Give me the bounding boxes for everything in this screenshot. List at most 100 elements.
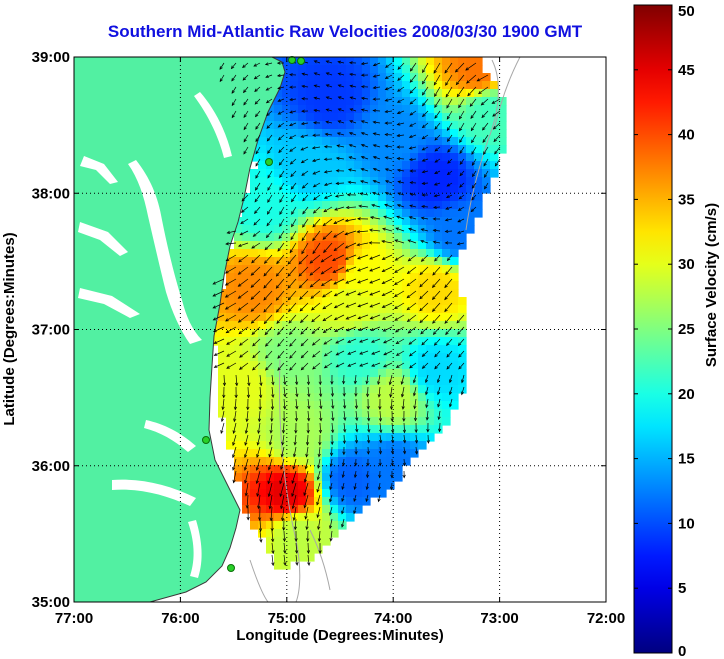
velocity-cell [346,233,355,242]
velocity-cell [242,345,251,354]
velocity-arrow [344,230,357,236]
velocity-arrow [476,74,489,82]
velocity-cell [242,329,251,338]
velocity-cell [234,465,243,474]
velocity-cell [298,161,307,170]
velocity-cell [242,225,251,234]
velocity-arrow [355,410,359,422]
velocity-arrow [433,338,441,346]
velocity-cell [330,425,339,434]
velocity-cell [274,505,283,514]
velocity-cell [266,513,275,522]
velocity-arrow [335,362,345,368]
velocity-arrow [446,362,453,370]
velocity-arrow [359,338,369,343]
velocity-cell [354,89,363,98]
velocity-cell [354,417,363,426]
velocity-cell [370,401,379,410]
velocity-arrow [252,230,261,237]
velocity-cell [362,169,371,178]
velocity-cell [258,217,267,226]
velocity-cell [418,273,427,282]
velocity-cell [442,249,451,258]
velocity-cell [418,353,427,362]
velocity-cell [322,273,331,282]
velocity-cell [314,145,323,154]
velocity-cell [378,273,387,282]
velocity-cell [426,161,435,170]
velocity-cell [314,489,323,498]
velocity-cell [266,209,275,218]
velocity-arrow [277,326,285,336]
velocity-cell [458,329,467,338]
velocity-cell [306,169,315,178]
velocity-cell [426,113,435,122]
velocity-cell [482,113,491,122]
velocity-cell [362,433,371,442]
velocity-cell [466,73,475,82]
velocity-cell [362,201,371,210]
velocity-cell [298,121,307,130]
velocity-cell [290,329,299,338]
velocity-cell [306,377,315,386]
velocity-cell [330,281,339,290]
velocity-cell [250,377,259,386]
velocity-cell [306,241,315,250]
velocity-cell [450,105,459,114]
velocity-cell [298,425,307,434]
velocity-cell [274,161,283,170]
velocity-cell [418,409,427,418]
velocity-arrow [432,266,441,276]
velocity-cell [426,225,435,234]
velocity-cell [298,169,307,178]
velocity-arrow [312,158,321,162]
velocity-cell [226,345,235,354]
velocity-arrow [366,398,370,410]
velocity-arrow [396,168,405,172]
velocity-cell [418,249,427,258]
velocity-arrow [365,374,369,385]
velocity-cell [370,73,379,82]
velocity-cell [386,193,395,202]
velocity-cell [298,89,307,98]
velocity-cell [466,145,475,154]
velocity-cell [274,153,283,162]
velocity-arrow [359,362,369,367]
velocity-arrow [335,181,345,185]
velocity-cell [242,273,251,282]
velocity-cell [330,441,339,450]
velocity-arrow [320,278,333,287]
velocity-cell [242,209,251,218]
velocity-cell [450,353,459,362]
velocity-arrow [381,266,393,272]
velocity-cell [250,417,259,426]
velocity-cell [370,385,379,394]
velocity-cell [386,225,395,234]
velocity-arrow [360,85,369,89]
velocity-arrow [328,506,333,516]
velocity-arrow [434,122,441,130]
velocity-arrow [433,74,441,86]
velocity-arrow [421,146,429,151]
velocity-arrow [420,239,429,244]
velocity-cell [410,201,419,210]
velocity-cell [450,137,459,146]
velocity-cell [434,345,443,354]
velocity-cell [226,249,235,258]
velocity-cell [306,121,315,130]
velocity-arrow [280,446,285,458]
velocity-cell [322,497,331,506]
velocity-cell [226,281,235,290]
bathymetry-contours [249,57,521,602]
velocity-cell [442,273,451,282]
velocity-cell [258,401,267,410]
velocity-cell [314,209,323,218]
velocity-cell [378,361,387,370]
velocity-cell [330,377,339,386]
velocity-cell [338,481,347,490]
velocity-arrow [402,434,407,444]
velocity-cell [250,241,259,250]
velocity-cell [338,201,347,210]
velocity-cell [226,385,235,394]
velocity-arrow [347,338,357,343]
